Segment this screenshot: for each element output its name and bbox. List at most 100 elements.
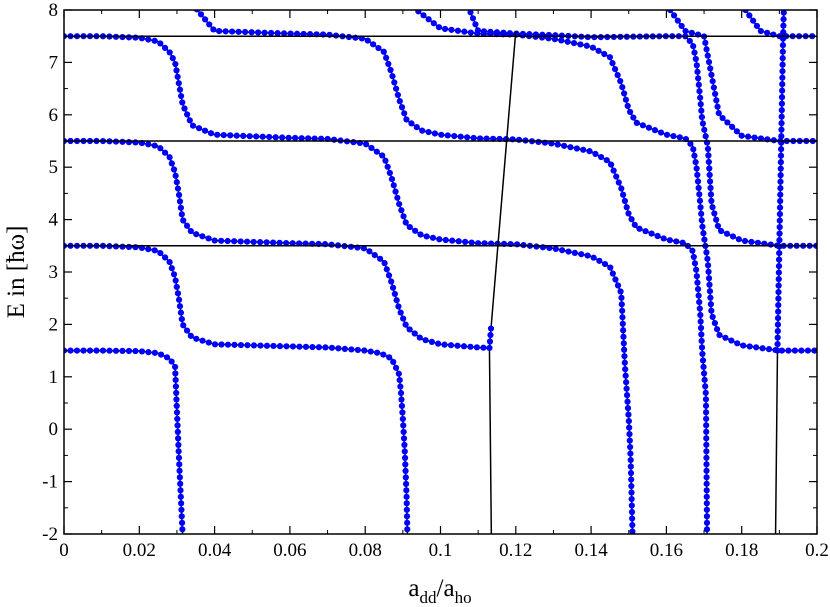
data-point — [176, 461, 183, 468]
data-point — [199, 233, 206, 240]
data-point — [625, 417, 632, 425]
data-point — [775, 289, 782, 296]
data-point — [189, 122, 197, 129]
data-point — [694, 68, 701, 75]
data-point — [624, 398, 631, 405]
data-point — [170, 166, 178, 173]
data-point — [700, 230, 707, 237]
data-point — [702, 383, 709, 390]
data-point — [210, 26, 217, 33]
data-point — [201, 127, 209, 134]
data-point — [628, 495, 635, 503]
data-point — [748, 238, 755, 246]
data-point — [695, 81, 702, 88]
data-point — [697, 94, 704, 101]
data-point — [404, 519, 411, 526]
data-point — [620, 191, 627, 198]
data-point — [729, 123, 736, 130]
data-point — [696, 305, 703, 312]
data-point — [776, 230, 783, 237]
data-point — [703, 448, 710, 455]
data-point — [176, 474, 183, 481]
data-point — [698, 344, 706, 351]
data-point — [618, 301, 625, 308]
data-point — [397, 389, 405, 397]
data-point — [168, 265, 175, 272]
data-point — [687, 140, 694, 147]
data-point — [703, 500, 710, 507]
data-point — [487, 28, 494, 35]
data-point — [778, 113, 785, 120]
data-point — [623, 385, 630, 392]
data-point — [779, 68, 786, 75]
data-point — [620, 327, 627, 334]
data-point — [411, 330, 418, 337]
data-point — [609, 270, 616, 277]
data-point — [172, 383, 180, 390]
data-point — [261, 29, 268, 36]
data-point — [611, 66, 619, 73]
data-point — [713, 216, 720, 223]
data-point — [112, 347, 120, 354]
data-point — [567, 144, 574, 151]
data-point — [706, 288, 714, 295]
data-point — [696, 191, 703, 198]
data-point — [263, 342, 271, 349]
data-point — [179, 526, 186, 533]
data-point — [166, 154, 173, 161]
data-point — [660, 0, 666, 3]
data-point — [686, 37, 693, 45]
data-point — [775, 308, 782, 315]
data-point — [174, 290, 182, 297]
data-point — [609, 60, 616, 67]
data-point — [400, 422, 407, 429]
data-point — [420, 12, 427, 19]
data-point — [296, 343, 303, 350]
data-point — [714, 103, 721, 110]
series-line-7 — [488, 30, 517, 349]
data-point — [777, 152, 785, 159]
x-axis-title-main: a — [408, 575, 419, 602]
data-point — [268, 29, 275, 37]
data-point — [363, 141, 370, 148]
data-point — [370, 41, 377, 48]
data-point — [711, 320, 718, 327]
plot-frame — [63, 9, 818, 535]
data-point — [703, 519, 711, 526]
data-point — [397, 383, 404, 390]
data-point — [624, 102, 631, 110]
data-point — [693, 273, 700, 280]
data-point — [775, 276, 782, 283]
data-point — [703, 506, 710, 513]
data-point — [603, 157, 610, 164]
data-point — [776, 211, 784, 218]
series-1 — [64, 242, 411, 534]
data-point — [690, 253, 697, 261]
data-point — [621, 346, 628, 353]
data-point — [703, 454, 710, 461]
data-point — [779, 81, 786, 88]
data-point — [695, 184, 702, 192]
x-axis-title-sub2: ho — [455, 588, 472, 607]
data-point — [125, 347, 133, 355]
data-point — [738, 132, 745, 139]
data-point — [467, 343, 474, 350]
data-point — [741, 237, 749, 245]
data-point — [712, 90, 719, 98]
data-point — [178, 92, 185, 100]
data-point — [697, 318, 704, 325]
data-point — [398, 104, 406, 111]
data-point — [178, 513, 185, 520]
data-point — [552, 32, 559, 39]
data-point — [175, 454, 183, 461]
data-point — [309, 343, 316, 351]
data-point — [368, 144, 375, 152]
data-point — [688, 29, 695, 36]
data-point — [724, 119, 731, 126]
data-point — [242, 28, 249, 36]
data-point — [627, 108, 634, 116]
data-point — [584, 33, 591, 41]
x-tick-label: 0.02 — [123, 540, 156, 561]
data-point — [354, 346, 361, 354]
data-point — [718, 227, 725, 235]
